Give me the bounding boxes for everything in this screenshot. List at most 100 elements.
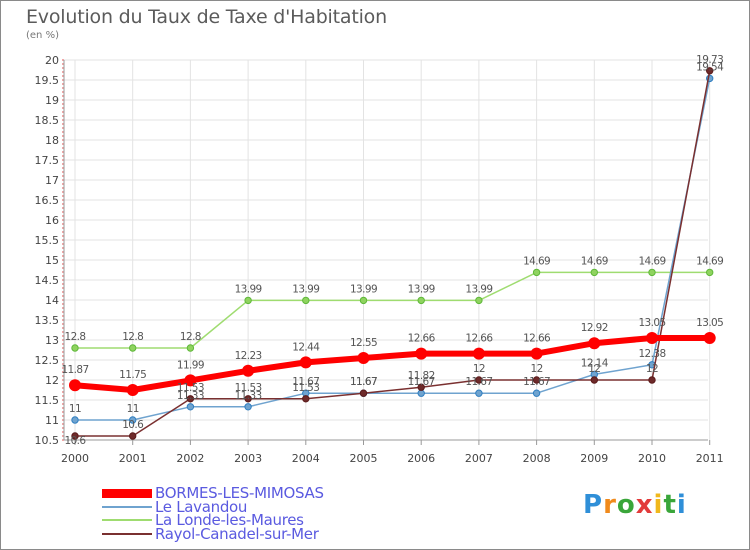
x-tick-label: 2005: [350, 452, 378, 465]
series-lines: [69, 67, 716, 440]
y-tick-label: 17.5: [35, 154, 60, 167]
legend-label: La Londe-les-Maures: [155, 511, 304, 529]
data-label: 13.99: [465, 283, 492, 295]
data-label: 11.53: [292, 382, 319, 394]
data-label: 12.55: [350, 337, 377, 349]
data-label: 12.8: [65, 331, 86, 343]
data-point: [706, 67, 714, 75]
data-point: [359, 389, 368, 397]
data-point: [648, 376, 656, 384]
data-point: [532, 389, 541, 397]
data-point: [186, 344, 195, 352]
data-point: [129, 432, 137, 440]
legend-swatch: [102, 488, 152, 498]
x-tick-label: 2002: [176, 452, 204, 465]
x-tick-label: 2008: [523, 452, 551, 465]
axes: 10.5 11 11.5 12 12.5 13 13.5 14 14.5 15 15.5 16 16.5…: [35, 54, 724, 465]
x-tick-label: 2004: [292, 452, 320, 465]
data-label: 11.33: [177, 390, 204, 402]
data-point: [417, 389, 425, 397]
data-label: 12.8: [180, 331, 201, 343]
data-point: [357, 352, 370, 364]
data-label: 10.6: [65, 435, 87, 447]
data-label: 12.44: [292, 341, 320, 353]
data-point: [590, 268, 598, 277]
logo-letter: P: [583, 490, 604, 520]
y-tick-label: 15.5: [35, 234, 60, 247]
series-line-3: [75, 70, 711, 437]
x-tick-label: 2000: [61, 452, 89, 465]
data-label: 19.54: [696, 61, 724, 73]
data-label: 11.67: [350, 376, 377, 388]
legend-label: Le Lavandou: [155, 498, 248, 516]
series-line-0: [74, 335, 710, 393]
data-point: [532, 376, 541, 384]
x-tick-label: 2009: [580, 452, 608, 465]
data-label: 11.67: [292, 376, 319, 388]
data-label: 12.8: [122, 331, 143, 343]
data-point: [71, 344, 79, 352]
data-point: [532, 268, 541, 277]
data-label: 12: [473, 363, 485, 375]
data-label: 13.99: [408, 283, 435, 295]
y-tick-label: 18.5: [35, 114, 60, 127]
y-tick-label: 14.5: [35, 274, 60, 287]
legend-swatch: [102, 533, 152, 535]
data-label: 12: [646, 363, 658, 375]
legend-item: Le Lavandou: [102, 498, 248, 516]
logo-letter: o: [616, 490, 636, 520]
legend-swatch: [102, 506, 152, 508]
data-point: [244, 403, 252, 411]
data-label: 12.66: [465, 333, 493, 345]
data-point: [302, 395, 310, 403]
x-tick-label: 2006: [407, 452, 435, 465]
data-point: [648, 268, 656, 277]
data-label: 12.92: [581, 322, 608, 334]
data-point: [244, 395, 252, 403]
data-point: [359, 296, 368, 305]
data-point: [129, 416, 137, 424]
data-point: [126, 384, 139, 396]
data-point: [186, 395, 195, 403]
data-label: 11.67: [523, 376, 550, 388]
data-label: 14.69: [638, 255, 665, 267]
data-label: 11: [127, 403, 139, 415]
y-tick-label: 16.5: [35, 194, 60, 207]
data-label: 14.69: [581, 255, 608, 267]
data-label: 19.73: [696, 54, 723, 66]
data-label: 13.05: [696, 317, 723, 329]
data-point: [69, 379, 81, 392]
data-label: 13.99: [350, 283, 377, 295]
data-label: 11.67: [408, 376, 435, 388]
data-point: [472, 347, 485, 360]
y-unit-label: (en %): [26, 30, 59, 41]
data-label: 11.67: [350, 376, 377, 388]
data-point: [475, 376, 483, 384]
data-point: [71, 416, 79, 424]
legend-label: Rayol-Canadel-sur-Mer: [155, 525, 319, 543]
series-line-1: [75, 78, 711, 421]
data-label: 12: [588, 363, 600, 375]
data-point: [299, 356, 312, 369]
data-point: [475, 296, 483, 305]
y-tick-label: 17: [45, 174, 59, 187]
data-label: 11.53: [235, 382, 262, 394]
data-point: [71, 432, 79, 440]
data-label: 11.82: [408, 370, 435, 382]
y-tick-label: 20: [45, 54, 59, 67]
logo-letter: x: [635, 490, 654, 520]
y-tick-label: 12: [45, 374, 59, 387]
x-tick-label: 2007: [465, 452, 493, 465]
data-labels: 12.8 12.8 12.8 13.99 13.99 13.99 13.99 13.99 14.…: [61, 54, 724, 447]
legend-item: La Londe-les-Maures: [102, 511, 304, 529]
logo-letter: i: [653, 490, 664, 520]
logo-letter: i: [676, 490, 687, 520]
y-tick-label: 18: [45, 134, 59, 147]
x-tick-label: 2003: [234, 452, 262, 465]
y-tick-label: 15: [45, 254, 59, 267]
data-label: 11.33: [235, 390, 262, 402]
data-label: 13.05: [638, 317, 665, 329]
data-label: 11: [69, 403, 81, 415]
